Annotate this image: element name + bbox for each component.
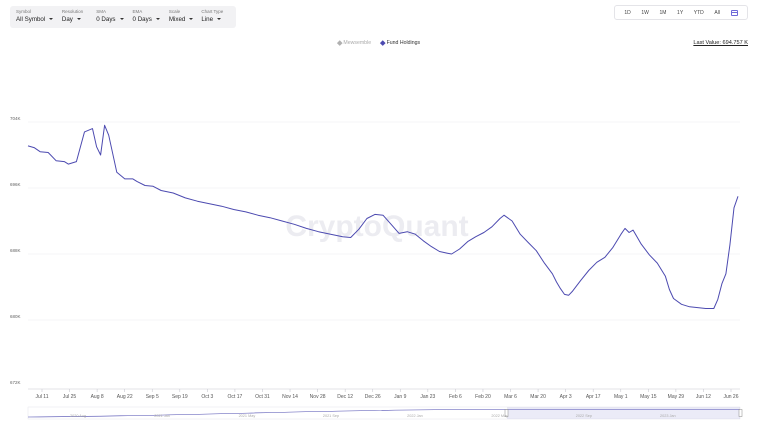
- navigator-label: 2020 Aug: [70, 414, 86, 418]
- x-tick-label: Nov 28: [310, 394, 326, 400]
- chevron-down-icon: [76, 18, 81, 21]
- navigator-label: 2021 Jan: [154, 414, 170, 418]
- x-tick-label: Oct 3: [201, 394, 213, 400]
- chart-type-label: Chart Type: [201, 9, 224, 14]
- range-ytd-button[interactable]: YTD: [693, 9, 704, 16]
- calendar-icon[interactable]: [730, 9, 738, 16]
- resolution-select[interactable]: Resolution Day: [62, 9, 96, 28]
- ema-select[interactable]: EMA 0 Days: [133, 9, 169, 28]
- x-tick-label: May 15: [640, 394, 657, 400]
- navigator-label: 2022 May: [491, 414, 508, 418]
- ema-label: EMA: [132, 9, 143, 14]
- x-tick-label: Jul 11: [36, 394, 49, 400]
- watermark-text: CryptoQuant: [285, 210, 468, 243]
- chevron-down-icon: [49, 18, 54, 21]
- legend-item-fund-holdings[interactable]: Fund Holdings: [380, 40, 421, 46]
- y-tick-label: 696K: [10, 182, 21, 187]
- x-tick-label: Mar 6: [504, 394, 517, 400]
- navigator-label: 2021 Sep: [323, 414, 339, 418]
- sma-select[interactable]: SMA 0 Days: [96, 9, 132, 28]
- resolution-value: Day: [61, 16, 73, 23]
- x-tick-label: Aug 8: [91, 394, 104, 400]
- x-tick-label: Feb 6: [449, 394, 462, 400]
- y-tick-label: 680K: [10, 314, 21, 319]
- navigator-handle-right[interactable]: [738, 409, 743, 417]
- y-tick-label: 704K: [10, 116, 21, 121]
- x-tick-label: Jan 9: [394, 394, 406, 400]
- x-tick-label: Feb 20: [475, 394, 491, 400]
- navigator-label: 2023 Jan: [660, 414, 676, 418]
- sma-value: 0 Days: [96, 16, 116, 23]
- x-tick-label: Mar 20: [530, 394, 546, 400]
- range-1d-button[interactable]: 1D: [624, 9, 631, 16]
- navigator-series-line: [27, 409, 740, 418]
- y-tick-label: 672K: [10, 380, 21, 385]
- resolution-label: Resolution: [61, 9, 84, 14]
- chart-type-value: Line: [201, 16, 214, 23]
- range-1m-button[interactable]: 1M: [659, 9, 667, 16]
- scale-select[interactable]: Scale Mixed: [169, 9, 201, 28]
- chart-controls: Symbol All Symbol Resolution Day SMA 0 D…: [10, 6, 236, 28]
- chevron-down-icon: [217, 18, 222, 21]
- legend-label: Mewsemble: [343, 40, 372, 46]
- x-tick-label: Jul 25: [63, 394, 77, 400]
- legend-label: Fund Holdings: [386, 40, 421, 46]
- range-1w-button[interactable]: 1W: [641, 9, 649, 16]
- range-navigator[interactable]: 2020 Aug 2021 Jan 2021 May 2021 Sep 2022 Jan…: [27, 406, 743, 420]
- symbol-label: Symbol: [16, 9, 32, 14]
- x-tick-label: Aug 22: [117, 394, 133, 400]
- x-tick-label: Nov 14: [282, 394, 298, 400]
- x-tick-label: May 1: [614, 394, 628, 400]
- grid-lines: [28, 121, 740, 321]
- navigator-selection[interactable]: [507, 407, 740, 419]
- x-tick-label: Sep 5: [146, 394, 159, 400]
- chart-legend: Mewsemble Fund Holdings: [0, 40, 758, 46]
- ema-value: 0 Days: [132, 16, 152, 23]
- navigator-handle-left[interactable]: [504, 409, 509, 417]
- x-tick-label: Jun 12: [696, 394, 711, 400]
- scale-value: Mixed: [168, 16, 186, 23]
- range-1y-button[interactable]: 1Y: [677, 9, 684, 16]
- x-axis: Jul 11 Jul 25 Aug 8 Aug 22 Sep 5 Sep 19 Oct 3 O…: [36, 389, 739, 400]
- navigator-label: 2022 Sep: [576, 414, 592, 418]
- x-tick-label: Oct 31: [255, 394, 270, 400]
- range-all-button[interactable]: All: [714, 9, 720, 16]
- legend-item-mewsemble[interactable]: Mewsemble: [337, 40, 372, 46]
- navigator-labels: 2020 Aug 2021 Jan 2021 May 2021 Sep 2022 Jan…: [70, 414, 676, 418]
- x-tick-label: Dec 12: [337, 394, 353, 400]
- x-tick-label: Sep 19: [172, 394, 188, 400]
- navigator-label: 2022 Jan: [407, 414, 423, 418]
- x-tick-label: May 29: [668, 394, 685, 400]
- y-tick-label: 688K: [10, 248, 21, 253]
- x-tick-label: Apr 3: [560, 394, 572, 400]
- navigator-label: 2021 May: [239, 414, 256, 418]
- chevron-down-icon: [155, 18, 160, 21]
- last-value-readout: Last Value: 694.757 K: [693, 40, 748, 46]
- y-axis: 704K 696K 688K 680K 672K: [10, 116, 21, 385]
- symbol-select[interactable]: Symbol All Symbol: [16, 9, 62, 28]
- x-tick-label: Jun 26: [723, 394, 738, 400]
- chevron-down-icon: [189, 18, 194, 21]
- x-tick-label: Apr 17: [586, 394, 601, 400]
- chevron-down-icon: [119, 18, 124, 21]
- sma-label: SMA: [96, 9, 107, 14]
- x-tick-label: Oct 17: [228, 394, 243, 400]
- scale-label: Scale: [168, 9, 181, 14]
- symbol-value: All Symbol: [16, 16, 46, 23]
- x-tick-label: Jan 23: [420, 394, 435, 400]
- chart-type-select[interactable]: Chart Type Line: [201, 9, 230, 28]
- time-range-selector: 1D 1W 1M 1Y YTD All: [614, 5, 748, 20]
- x-tick-label: Dec 26: [365, 394, 381, 400]
- fund-holdings-line: [27, 124, 739, 309]
